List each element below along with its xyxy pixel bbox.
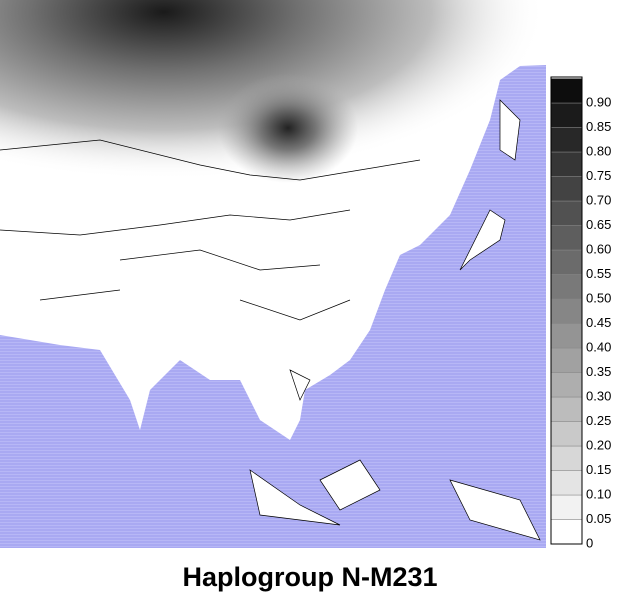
legend-label: 0.15 <box>586 462 611 477</box>
legend-swatch <box>550 200 583 226</box>
legend-swatch <box>550 494 583 520</box>
legend-swatch <box>550 176 583 202</box>
legend-swatch <box>550 78 583 104</box>
map-title: Haplogroup N-M231 <box>182 562 437 592</box>
legend-swatch <box>550 519 583 545</box>
legend-label: 0.75 <box>586 168 611 183</box>
legend-label: 0.35 <box>586 364 611 379</box>
legend-label: 0.55 <box>586 266 611 281</box>
legend-label: 0.30 <box>586 388 611 403</box>
legend-label: 0.65 <box>586 217 611 232</box>
legend-label: 0.45 <box>586 315 611 330</box>
legend-label: 0 <box>586 535 593 550</box>
legend-swatch <box>550 372 583 398</box>
legend-label: 0.05 <box>586 511 611 526</box>
legend-frame <box>550 76 583 545</box>
legend-label: 0.70 <box>586 192 611 207</box>
legend-label: 0.20 <box>586 437 611 452</box>
legend-swatch <box>550 470 583 496</box>
legend-label: 0.50 <box>586 290 611 305</box>
legend-swatch <box>550 347 583 373</box>
legend-swatch <box>550 151 583 177</box>
legend-swatch <box>550 225 583 251</box>
legend-label: 0.80 <box>586 143 611 158</box>
legend-label: 0.25 <box>586 413 611 428</box>
map <box>0 0 546 548</box>
legend-swatch <box>550 323 583 349</box>
legend-swatch <box>550 445 583 471</box>
legend-swatch <box>550 396 583 422</box>
legend-label: 0.10 <box>586 486 611 501</box>
legend-label: 0.85 <box>586 119 611 134</box>
legend-swatch <box>550 249 583 275</box>
sea <box>0 65 546 548</box>
legend-swatch <box>550 102 583 128</box>
legend-swatch <box>550 298 583 324</box>
legend-label: 0.90 <box>586 94 611 109</box>
legend-swatch <box>550 421 583 447</box>
legend-swatch <box>550 127 583 153</box>
legend-swatch <box>550 274 583 300</box>
legend: 0 0.05 0.10 0.15 0.20 0.25 0.30 0.35 0.40 0.45 0.5… <box>550 76 611 550</box>
legend-label: 0.60 <box>586 241 611 256</box>
legend-label: 0.40 <box>586 339 611 354</box>
